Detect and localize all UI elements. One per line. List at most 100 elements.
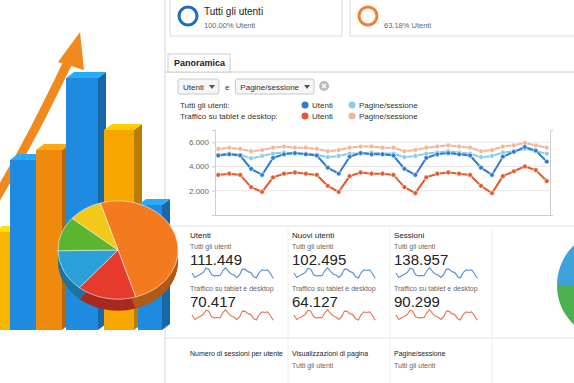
series-point <box>424 145 429 150</box>
series-point <box>544 159 549 164</box>
series-point <box>293 170 298 175</box>
series-point <box>249 185 254 190</box>
series-point <box>325 183 330 188</box>
series-point <box>501 144 506 149</box>
series-point <box>479 165 484 170</box>
series-point <box>293 151 298 156</box>
series-point <box>457 144 462 149</box>
series-point <box>227 151 232 156</box>
illustration <box>0 32 178 330</box>
series-point <box>511 149 516 154</box>
y-tick-mark <box>212 166 215 167</box>
segment-box: 63,18% Utenti <box>350 0 574 36</box>
segment-box: Tutti gli utenti100,00% Utenti <box>170 0 342 36</box>
metric-value: 102.495 <box>292 251 346 268</box>
series-point <box>457 171 462 176</box>
donut-slice <box>557 230 574 285</box>
card-separator <box>492 228 493 383</box>
series-point <box>424 156 429 161</box>
series-point <box>402 155 407 160</box>
y-axis-line <box>212 131 216 216</box>
series-point <box>468 145 473 150</box>
series-point <box>216 173 221 178</box>
series-point <box>303 151 308 156</box>
series-point <box>380 145 385 150</box>
metric-title: Nuovi utenti <box>292 231 334 240</box>
series-point <box>238 173 243 178</box>
y-tick: 2.000 <box>189 187 215 196</box>
plot-area <box>216 141 549 196</box>
metric-selectors: UtentiePagine/sessione <box>178 79 329 94</box>
series-point <box>336 171 341 176</box>
series-point <box>325 165 330 170</box>
series-point <box>358 170 363 175</box>
metric-title: Sessioni <box>394 231 424 240</box>
grid-line <box>215 190 550 191</box>
series-point <box>468 153 473 158</box>
series-point <box>358 144 363 149</box>
series-point <box>216 146 221 151</box>
sparkline-decoration <box>294 310 375 321</box>
donut-decoration <box>557 230 574 340</box>
sparkline-decoration <box>192 310 273 321</box>
series-point <box>216 152 221 157</box>
series-point <box>303 145 308 150</box>
series-point <box>249 149 254 154</box>
dropdown-frame <box>235 79 314 94</box>
canvas-root: Tutti gli utenti100,00% Utenti63,18% Ute… <box>0 0 574 383</box>
dropdown-arrow <box>304 85 310 89</box>
series-point <box>391 145 396 150</box>
series-point <box>282 152 287 157</box>
metric-segment: Tutti gli utenti <box>394 243 436 251</box>
series-point <box>303 152 308 157</box>
series-point <box>522 145 527 150</box>
y2-axis-line <box>551 131 554 216</box>
dropdown-frame <box>178 79 219 94</box>
analytics-panel: Tutti gli utenti100,00% Utenti63,18% Ute… <box>165 0 574 383</box>
series-point <box>435 171 440 176</box>
metric-cards: UtentiTutti gli utenti111.449Traffico su… <box>165 226 574 383</box>
metric-value: 138.957 <box>394 251 448 268</box>
bar-front <box>36 150 62 330</box>
series-point <box>282 144 287 149</box>
series-point <box>424 175 429 180</box>
y-tick: 4.000 <box>189 162 215 171</box>
arrow-head <box>58 32 84 70</box>
metric-title: Pagine/sessione <box>394 350 445 358</box>
x-axis-line <box>216 215 551 216</box>
y-tick: 6.000 <box>189 138 215 147</box>
series-point <box>479 155 484 160</box>
grid-line <box>215 166 550 167</box>
legend-label: Pagine/sessione <box>359 112 418 121</box>
bar-top <box>104 124 142 130</box>
series-point <box>446 151 451 156</box>
series-point <box>501 174 506 179</box>
series-point <box>479 183 484 188</box>
card-separator <box>165 226 574 227</box>
connector: e <box>225 83 230 92</box>
series-point <box>303 171 308 176</box>
grid-line <box>215 142 550 143</box>
legend-swatch <box>349 102 356 109</box>
legend-segment: Traffico su tablet e desktop: <box>180 112 278 121</box>
series-point <box>325 155 330 160</box>
metric-segment: Traffico su tablet e desktop <box>190 285 274 293</box>
metric-value: 70.417 <box>190 293 236 310</box>
tab-frame <box>168 54 230 72</box>
y2-axis <box>551 131 554 216</box>
series-line <box>218 147 546 175</box>
sparkline-decoration <box>396 310 477 321</box>
line-chart: 2.0004.0006.000Tutti gli utenti:Traffico… <box>180 101 553 216</box>
y-axis: 2.000 4.000 6.000 <box>189 131 216 216</box>
remove-button <box>319 81 329 91</box>
metric-title: Numero di sessioni per utente <box>190 350 283 358</box>
series-point <box>413 154 418 159</box>
series-line <box>218 166 546 193</box>
series-point <box>501 154 506 159</box>
dropdown-arrow <box>209 85 215 89</box>
series-point <box>293 145 298 150</box>
series-point <box>446 170 451 175</box>
bar-top <box>36 144 70 150</box>
series-point <box>380 171 385 176</box>
series-point <box>238 146 243 151</box>
